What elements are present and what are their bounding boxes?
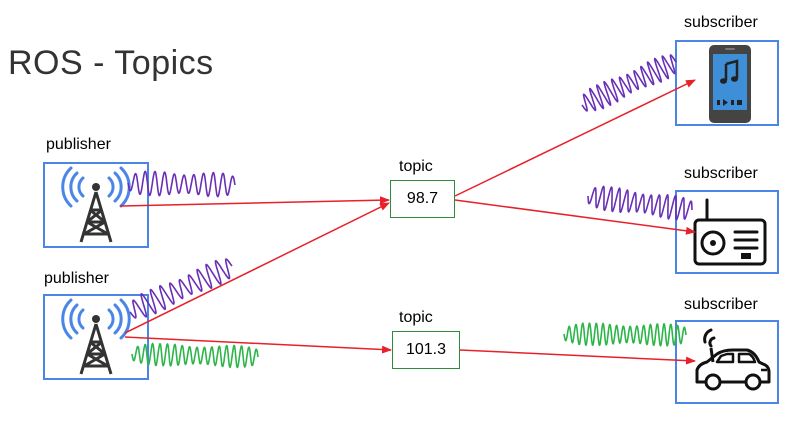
publisher-1-label: publisher xyxy=(46,136,111,153)
wave-publisher2-green xyxy=(131,342,259,369)
topic-1-label: topic xyxy=(399,158,433,175)
arrow-publisher1-topic1 xyxy=(119,196,390,207)
topic-2-value: 101.3 xyxy=(405,341,447,358)
arrow-publisher2-topic1 xyxy=(124,202,390,334)
topic-1-box[interactable]: 98.7 xyxy=(390,180,455,218)
topic-2-label: topic xyxy=(399,309,433,326)
arrow-topic1-subscriber2 xyxy=(454,199,696,235)
radio-tower-icon xyxy=(61,298,131,375)
arrow-topic1-subscriber1 xyxy=(454,79,696,197)
wave-subscriber1 xyxy=(581,54,677,112)
wave-publisher1 xyxy=(127,170,236,198)
topic-2-box[interactable]: 101.3 xyxy=(392,331,460,369)
radio-icon xyxy=(693,198,767,266)
wave-subscriber3 xyxy=(563,322,687,347)
subscriber-2-label: subscriber xyxy=(684,165,758,182)
arrow-publisher2-topic2 xyxy=(124,336,392,354)
publisher-2-label: publisher xyxy=(44,270,109,287)
subscriber-1-label: subscriber xyxy=(684,14,758,31)
wave-publisher2-purple xyxy=(129,258,233,319)
connected-car-icon xyxy=(695,328,771,391)
subscriber-3-label: subscriber xyxy=(684,296,758,313)
arrow-topic2-subscriber3 xyxy=(459,349,696,365)
wave-subscriber2 xyxy=(587,185,693,221)
topic-1-value: 98.7 xyxy=(406,190,439,207)
page-title: ROS - Topics xyxy=(8,44,214,82)
smartphone-music-icon xyxy=(709,45,751,123)
